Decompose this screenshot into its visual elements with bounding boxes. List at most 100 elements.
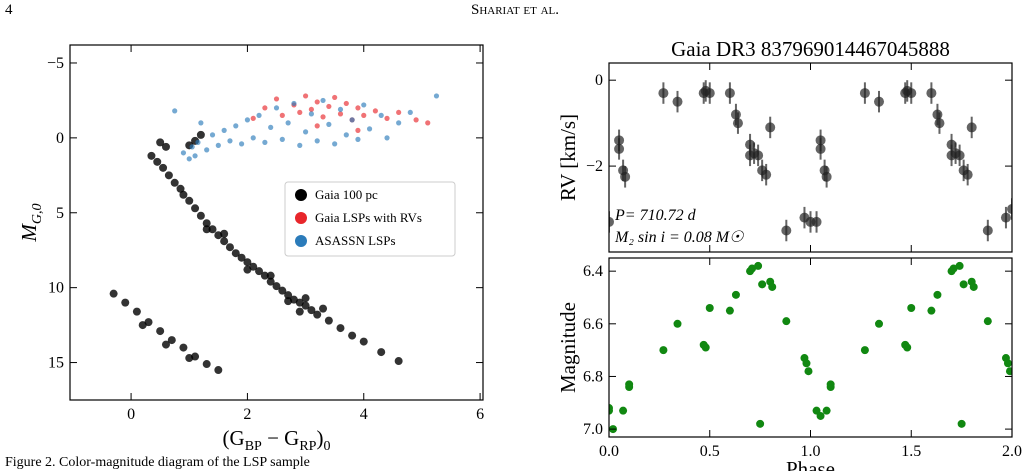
point: [308, 106, 315, 113]
point: [161, 142, 170, 151]
point: [295, 307, 304, 316]
point: [284, 297, 293, 306]
rv-point: [761, 169, 772, 180]
rv-point: [730, 109, 741, 120]
rv-point: [704, 88, 715, 99]
point: [396, 109, 402, 116]
frame: [608, 257, 1013, 438]
rv-point: [620, 171, 631, 182]
rv-point: [966, 122, 977, 133]
rv-point: [934, 118, 945, 129]
point: [619, 406, 628, 415]
point: [176, 184, 185, 193]
point: [860, 346, 869, 355]
point: [959, 280, 968, 289]
annotation: M₂ sin i = 0.08 M☉: [614, 229, 744, 246]
point: [204, 147, 210, 153]
point: [279, 136, 285, 142]
point: [266, 271, 275, 280]
point: [326, 121, 332, 127]
point: [192, 153, 198, 159]
point: [407, 109, 413, 116]
legend-label: Gaia 100 pc: [315, 187, 378, 202]
point: [1003, 359, 1012, 368]
point: [185, 196, 194, 205]
point: [396, 120, 402, 126]
point: [324, 316, 333, 325]
point: [238, 141, 245, 147]
point: [336, 324, 345, 333]
running-title: Shariat et al.: [471, 2, 559, 18]
point: [875, 319, 884, 328]
point: [355, 136, 361, 142]
point: [384, 115, 390, 121]
point: [180, 150, 187, 156]
panel: −2 0 RV [km/s] Gaia DR3 837969014467045888 P…: [556, 37, 1013, 253]
x-axis-label: (GBP − GRP)0: [223, 426, 331, 454]
y-tick-label: 7.0: [583, 421, 603, 438]
x-label-sub: RP: [299, 439, 316, 454]
point: [153, 157, 162, 166]
point: [147, 151, 156, 160]
y-tick-label: −5: [47, 55, 64, 72]
x-tick-label: 1.5: [901, 443, 921, 460]
point: [826, 380, 835, 389]
point: [359, 337, 368, 346]
point: [768, 282, 777, 291]
legend-marker: [295, 235, 307, 247]
point: [355, 105, 361, 111]
point: [202, 219, 211, 228]
point: [260, 271, 269, 280]
annotation: P= 710.72 d: [614, 207, 697, 224]
point: [243, 265, 252, 274]
x-label-sub: BP: [245, 439, 262, 454]
y-tick-label: 6.4: [583, 263, 603, 280]
point: [202, 360, 211, 369]
point: [214, 366, 223, 375]
point: [138, 321, 147, 330]
point: [132, 307, 141, 316]
caption: Figure 2. Color-magnitude diagram of the…: [5, 455, 310, 470]
x-tick-label: 0.0: [599, 443, 619, 460]
point: [816, 411, 825, 420]
point: [156, 138, 165, 147]
point: [308, 111, 315, 117]
x-tick-label: 0.5: [700, 443, 720, 460]
panel: 0.0 0.5 1.0 1.5 2.0 6.4 6.6 6.8 7.0 Magnitude Phas…: [556, 257, 1022, 471]
point: [731, 290, 740, 299]
point: [179, 343, 188, 352]
point: [220, 229, 229, 238]
point: [233, 123, 239, 129]
point: [313, 310, 322, 319]
y-label-sub: G,0: [30, 203, 45, 224]
x-tick-label: 4: [360, 406, 368, 423]
x-tick-label: 2: [243, 406, 251, 423]
point: [659, 346, 668, 355]
y-axis-label: RV [km/s]: [556, 114, 580, 201]
x-axis-label: Phase: [786, 457, 835, 471]
point: [297, 109, 303, 116]
point: [278, 286, 287, 295]
point: [307, 306, 316, 315]
point: [273, 105, 280, 111]
y-tick-label: −2: [586, 158, 603, 175]
point: [301, 301, 310, 310]
x-tick-label: 0: [127, 406, 135, 423]
point: [361, 112, 367, 119]
point: [302, 93, 309, 99]
page-number: 4: [5, 2, 13, 18]
y-tick-label: 10: [48, 280, 64, 297]
point: [343, 100, 349, 107]
point: [302, 129, 309, 135]
point: [284, 291, 293, 300]
point: [279, 112, 285, 119]
point: [167, 336, 176, 345]
point: [196, 211, 205, 220]
point: [756, 419, 765, 428]
point: [337, 111, 344, 117]
legend-label: ASASSN LSPs: [315, 233, 396, 248]
point: [170, 178, 179, 187]
rv-point: [724, 88, 735, 99]
